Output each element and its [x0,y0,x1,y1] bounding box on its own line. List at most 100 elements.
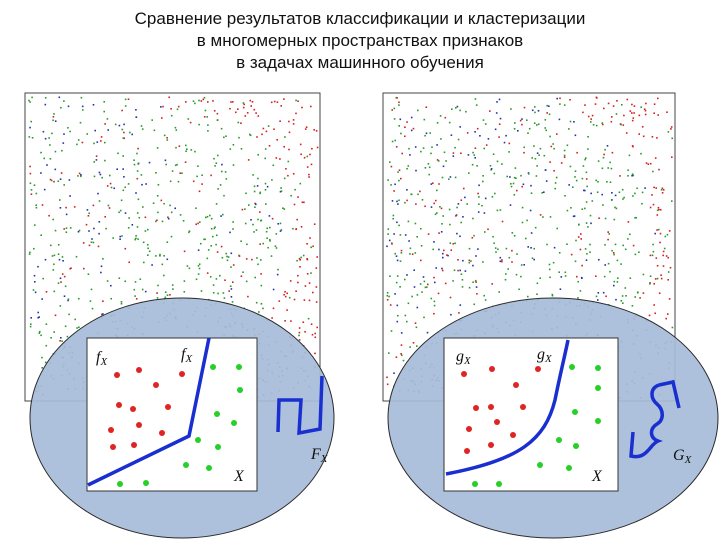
scatter-dot [660,189,663,191]
inset-sample-dot [114,372,120,378]
scatter-dot [641,191,644,194]
scatter-dot [293,203,296,206]
scatter-dot [477,192,479,195]
scatter-dot [79,121,82,124]
scatter-dot [589,243,591,246]
scatter-dot [472,217,474,220]
scatter-dot [223,194,225,197]
scatter-dot [472,281,474,283]
scatter-dot [548,263,551,266]
scatter-dot [240,148,243,150]
scatter-dot [431,146,433,148]
scatter-dot [546,243,548,246]
scatter-dot [256,136,258,138]
scatter-dot [206,116,208,118]
scatter-dot [40,334,42,337]
scatter-dot [609,270,611,273]
scatter-dot [400,332,403,334]
scatter-dot [199,221,201,223]
scatter-dot [306,258,308,260]
scatter-dot [477,211,480,213]
scatter-dot [585,178,588,180]
scatter-dot [155,172,157,174]
scatter-dot [41,204,44,206]
scatter-dot [629,277,632,279]
scatter-dot [670,128,672,130]
scatter-dot [582,165,585,167]
scatter-dot [544,127,546,129]
scatter-dot [116,168,118,170]
scatter-dot [44,137,47,140]
inset-sample-dot [461,371,467,377]
scatter-dot [266,237,268,239]
scatter-dot [163,202,165,205]
scatter-dot [305,126,308,128]
scatter-dot [285,168,287,170]
scatter-dot [448,178,450,180]
scatter-dot [240,240,242,242]
scatter-dot [448,208,451,211]
scatter-dot [137,163,139,165]
scatter-dot [609,161,611,164]
scatter-dot [119,235,121,238]
scatter-dot [509,204,512,206]
scatter-dot [423,118,426,121]
scatter-dot [523,106,526,109]
scatter-dot [652,250,655,253]
scatter-dot [219,274,221,277]
inset-sample-dot [110,444,116,450]
scatter-dot [124,98,127,101]
scatter-dot [299,182,302,185]
scatter-dot [478,196,480,198]
scatter-dot [176,108,179,111]
scatter-dot [422,147,425,149]
scatter-dot [147,247,149,250]
scatter-dot [527,246,529,248]
scatter-dot [289,280,292,282]
scatter-dot [424,134,426,137]
inset-sample-dot [210,364,216,370]
scatter-dot [513,176,516,179]
scatter-dot [161,263,164,266]
scatter-dot [459,235,461,238]
scatter-dot [53,254,56,257]
scatter-dot [185,101,187,103]
scatter-dot [472,264,474,267]
scatter-dot [659,209,662,211]
scatter-dot [613,280,616,283]
scatter-dot [393,107,396,110]
scatter-dot [198,267,201,270]
scatter-dot [616,259,619,262]
scatter-dot [484,123,487,125]
scatter-dot [645,102,647,105]
left-zigzag-mapping [276,375,324,436]
scatter-dot [656,137,658,139]
right-axis-label: X [591,468,603,485]
scatter-dot [392,217,394,220]
scatter-dot [638,114,641,117]
scatter-dot [141,128,144,130]
scatter-dot [40,172,42,174]
scatter-dot [225,178,228,180]
scatter-dot [82,242,85,244]
scatter-dot [65,213,68,216]
scatter-dot [609,181,612,183]
scatter-dot [67,298,70,300]
scatter-dot [264,148,267,150]
scatter-dot [654,312,656,315]
scatter-dot [460,152,462,155]
scatter-dot [436,144,438,146]
scatter-dot [501,163,503,165]
scatter-dot [247,295,249,298]
scatter-dot [640,106,642,108]
scatter-dot [564,271,567,274]
scatter-dot [51,132,53,135]
inset-sample-dot [569,364,575,370]
scatter-dot [35,204,37,206]
scatter-dot [394,252,396,255]
scatter-dot [292,173,295,175]
scatter-dot [661,187,664,190]
scatter-dot [301,106,303,109]
scatter-dot [566,209,569,212]
scatter-dot [100,136,103,138]
